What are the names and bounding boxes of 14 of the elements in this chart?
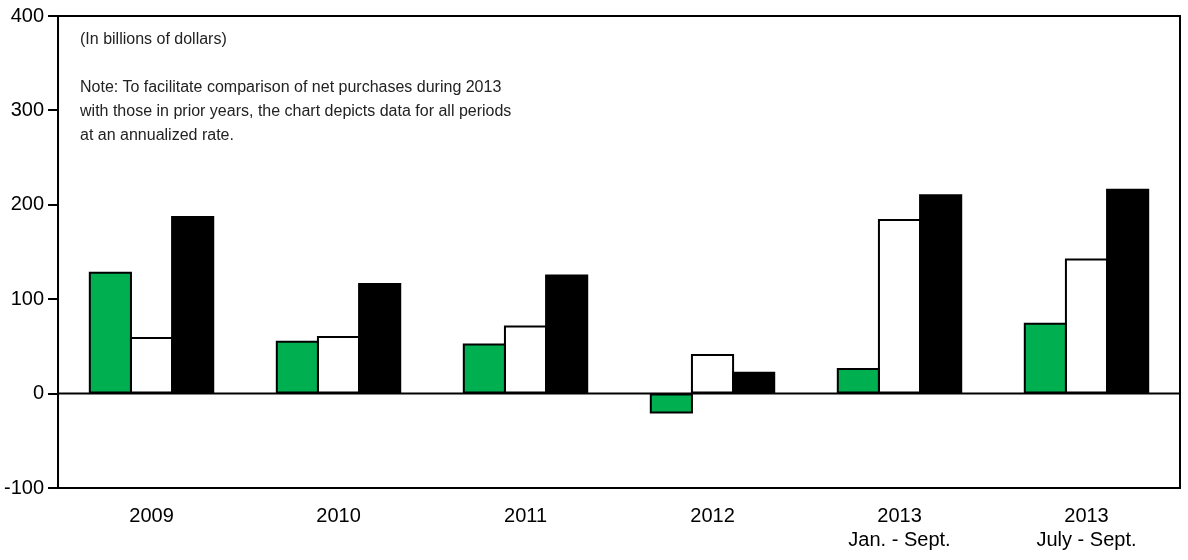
x-tick-label: 2009 (129, 503, 174, 526)
x-tick-label: 2011 (504, 503, 548, 526)
x-tick-label: 2013 Jan. - Sept. (848, 503, 951, 550)
y-tick-label: 300 (10, 97, 45, 120)
x-tick-label: 2012 (690, 503, 735, 526)
y-tick-label: 0 (32, 381, 45, 404)
annotation: Note: To facilitate comparison of net purchases during 2013 with those in prior years, the chart depicts data for all periods at an annualized rate. (79, 78, 512, 144)
annotation: (In billions of dollars) (80, 30, 227, 48)
y-tick-label: 400 (10, 3, 45, 26)
y-tick-label: -100 (4, 475, 45, 498)
x-tick-label: 2013 July - Sept. (1036, 503, 1137, 550)
x-tick-label: 2010 (316, 503, 361, 526)
y-tick-label: 200 (10, 192, 45, 215)
y-tick-label: 100 (10, 286, 45, 309)
